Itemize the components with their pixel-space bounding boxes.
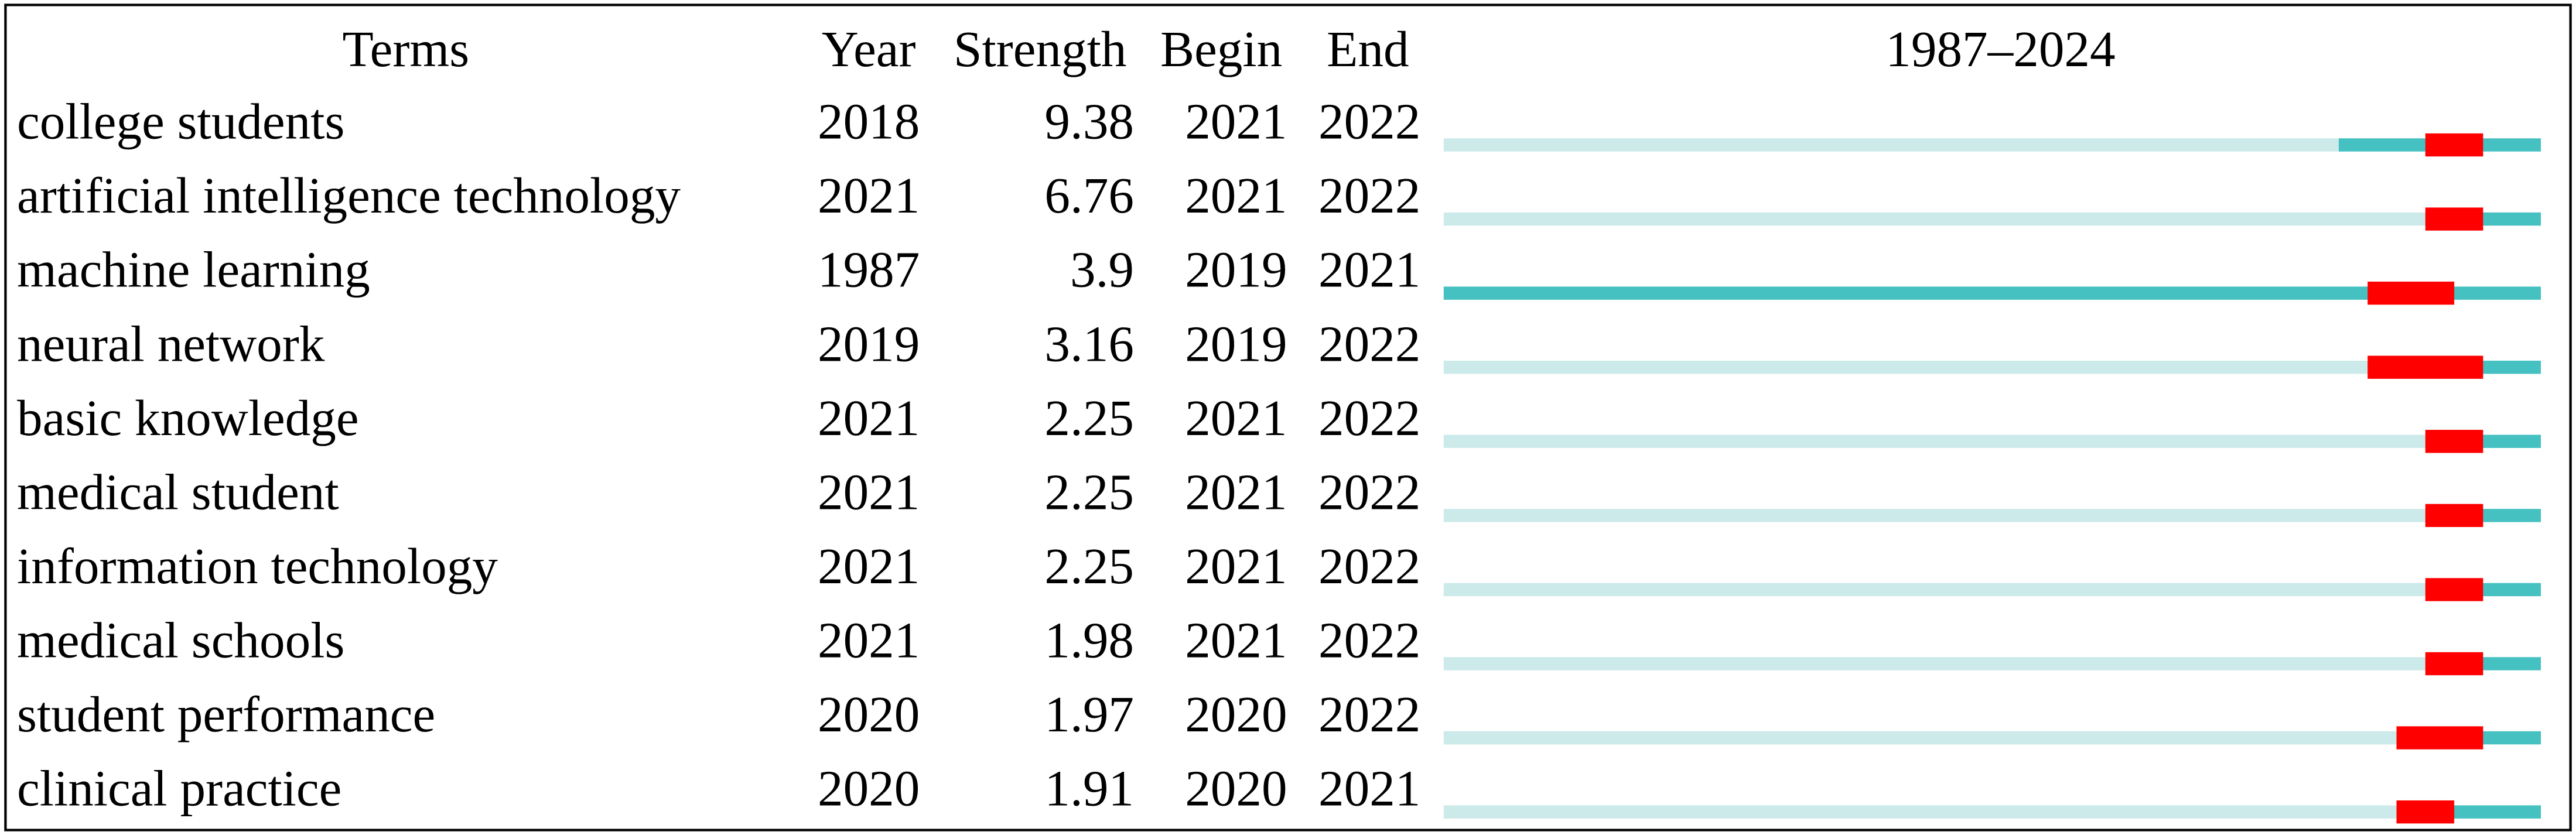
year: 2021 bbox=[818, 389, 920, 446]
end: 2022 bbox=[1318, 389, 1420, 446]
begin: 2019 bbox=[1185, 241, 1287, 298]
before-bar bbox=[1443, 138, 2339, 152]
header-strength: Strength bbox=[954, 20, 1126, 77]
header-timeline: 1987–2024 bbox=[1885, 20, 2115, 77]
end: 2022 bbox=[1318, 315, 1420, 372]
strength: 1.98 bbox=[1044, 612, 1134, 669]
header-begin: Begin bbox=[1160, 20, 1282, 77]
begin: 2021 bbox=[1185, 538, 1287, 594]
begin: 2021 bbox=[1185, 612, 1287, 669]
strength: 2.25 bbox=[1044, 389, 1134, 446]
term: artificial intelligence technology bbox=[17, 167, 681, 224]
year: 2021 bbox=[818, 463, 920, 520]
burst-bar bbox=[2396, 800, 2455, 824]
strength: 9.38 bbox=[1044, 93, 1134, 150]
term: neural network bbox=[17, 315, 325, 372]
end: 2022 bbox=[1318, 167, 1420, 224]
begin: 2021 bbox=[1185, 93, 1287, 150]
term: student performance bbox=[17, 686, 435, 742]
begin: 2019 bbox=[1185, 315, 1287, 372]
header-year: Year bbox=[822, 20, 916, 77]
strength: 1.91 bbox=[1044, 760, 1134, 817]
strength: 6.76 bbox=[1044, 167, 1134, 224]
end: 2021 bbox=[1318, 241, 1420, 298]
year: 2020 bbox=[818, 686, 920, 742]
before-bar bbox=[1443, 657, 2425, 670]
before-bar bbox=[1443, 805, 2397, 819]
end: 2022 bbox=[1318, 93, 1420, 150]
header-terms: Terms bbox=[343, 20, 470, 77]
active-bar bbox=[1443, 286, 2541, 300]
term: clinical practice bbox=[17, 760, 341, 817]
header-end: End bbox=[1327, 20, 1409, 77]
end: 2022 bbox=[1318, 538, 1420, 594]
end: 2022 bbox=[1318, 686, 1420, 742]
strength: 3.9 bbox=[1070, 241, 1134, 298]
before-bar bbox=[1443, 731, 2397, 745]
burst-bar bbox=[2425, 207, 2483, 231]
begin: 2020 bbox=[1185, 686, 1287, 742]
burst-bar bbox=[2367, 355, 2483, 379]
before-bar bbox=[1443, 583, 2425, 597]
burst-bar bbox=[2425, 652, 2483, 676]
begin: 2021 bbox=[1185, 389, 1287, 446]
year: 2019 bbox=[818, 315, 920, 372]
year: 2020 bbox=[818, 760, 920, 817]
burst-bar bbox=[2425, 133, 2483, 157]
year: 2021 bbox=[818, 167, 920, 224]
term: medical schools bbox=[17, 612, 344, 669]
burst-bar bbox=[2396, 726, 2483, 750]
year: 2021 bbox=[818, 538, 920, 594]
year: 2018 bbox=[818, 93, 920, 150]
strength: 2.25 bbox=[1044, 538, 1134, 594]
term: college students bbox=[17, 93, 344, 150]
burst-bar bbox=[2425, 430, 2483, 453]
burst-bar bbox=[2367, 281, 2455, 305]
end: 2021 bbox=[1318, 760, 1420, 817]
end: 2022 bbox=[1318, 612, 1420, 669]
term: medical student bbox=[17, 463, 339, 520]
end: 2022 bbox=[1318, 463, 1420, 520]
begin: 2021 bbox=[1185, 167, 1287, 224]
year: 1987 bbox=[818, 241, 920, 298]
burst-bar bbox=[2425, 578, 2483, 601]
strength: 3.16 bbox=[1044, 315, 1134, 372]
year: 2021 bbox=[818, 612, 920, 669]
begin: 2020 bbox=[1185, 760, 1287, 817]
strength: 2.25 bbox=[1044, 463, 1134, 520]
burst-bar bbox=[2425, 504, 2483, 528]
before-bar bbox=[1443, 434, 2425, 449]
term: machine learning bbox=[17, 241, 370, 298]
before-bar bbox=[1443, 212, 2425, 226]
strength: 1.97 bbox=[1044, 686, 1134, 742]
before-bar bbox=[1443, 509, 2425, 522]
term: information technology bbox=[17, 538, 498, 594]
begin: 2021 bbox=[1185, 463, 1287, 520]
term: basic knowledge bbox=[17, 389, 359, 446]
before-bar bbox=[1443, 360, 2368, 374]
